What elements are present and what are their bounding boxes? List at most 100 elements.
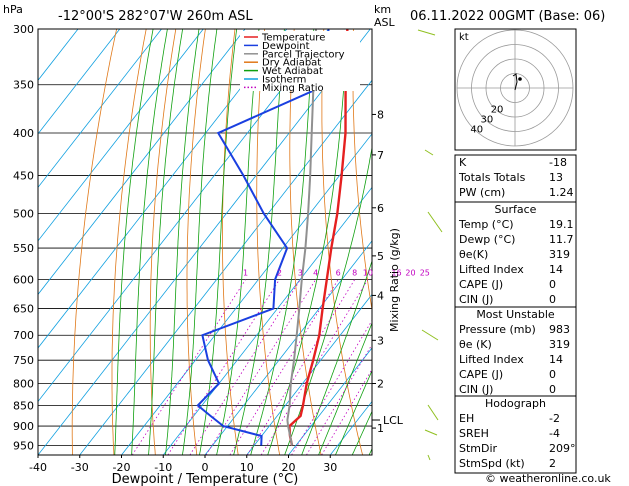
surface-row-value: 19.1 (549, 218, 574, 231)
dry-adiabat-line (256, 29, 281, 455)
isotherm-line (79, 79, 372, 455)
hodograph-table-row-value: 209° (549, 442, 576, 455)
surface-row-label: Temp (°C) (458, 218, 514, 231)
wet-adiabat-line (335, 369, 372, 455)
pressure-tick-label: 700 (13, 329, 34, 342)
most-unstable-row-value: 983 (549, 323, 570, 336)
isotherm-line (38, 29, 162, 189)
dry-adiabat-line (149, 29, 177, 455)
legend-entry: Dewpoint (262, 41, 310, 52)
wet-adiabat-line (182, 29, 218, 455)
temperature-tick-label: 0 (202, 461, 209, 474)
dry-adiabat-line (71, 29, 117, 455)
wind-barb (424, 429, 438, 436)
km-tick-label: 6 (377, 202, 384, 215)
km-label: km (374, 3, 391, 16)
dry-adiabat-line (186, 29, 206, 455)
isotherm-line (162, 186, 372, 455)
mixing-ratio-line (167, 279, 280, 455)
temperature-tick-label: -20 (113, 461, 131, 474)
dry-adiabat-line (352, 29, 372, 312)
most-unstable-row-label: CIN (J) (459, 383, 493, 396)
km-tick-label: 1 (377, 422, 384, 435)
dry-adiabat-line (620, 29, 629, 455)
surface-row-value: 0 (549, 278, 556, 291)
isotherm-line (38, 29, 246, 296)
pressure-tick-label: 550 (13, 242, 34, 255)
pressure-tick-label: 900 (13, 420, 34, 433)
isotherm-line (38, 29, 79, 81)
hodograph-table-row-label: StmDir (459, 442, 498, 455)
index-row-value: -18 (549, 156, 567, 169)
mixing-ratio-line (189, 279, 301, 455)
hodograph-table-row-label: SREH (459, 427, 489, 440)
mixing-ratio-label: 1 (243, 269, 248, 278)
km-tick-label: 3 (377, 334, 384, 347)
legend-entry: Parcel Trajectory (262, 49, 345, 60)
legend-entry: Temperature (261, 33, 325, 44)
legend-background (240, 31, 360, 91)
surface-row-value: 319 (549, 248, 570, 261)
isotherm-line (38, 29, 204, 242)
parcel-trajectory-line (286, 29, 317, 446)
dry-adiabat-line (321, 29, 363, 455)
wet-adiabat-line (250, 29, 315, 455)
mixing-ratio-line (205, 279, 317, 455)
legend-entry: Wet Adiabat (262, 66, 323, 77)
wind-barb (424, 149, 434, 156)
pressure-tick-label: 300 (13, 23, 34, 36)
hodograph-table-row-label: StmSpd (kt) (459, 457, 525, 470)
most-unstable-row-label: Pressure (mb) (459, 323, 536, 336)
temperature-tick-label: 10 (240, 461, 254, 474)
dewpoint-line (196, 29, 330, 446)
mixing-ratio-line (321, 368, 372, 455)
index-row-label: Totals Totals (458, 171, 526, 184)
km-tick-label: 4 (377, 289, 384, 302)
isotherm-line (38, 29, 329, 403)
mixing-ratio-label: 10 (363, 269, 373, 278)
hodograph-trace (512, 73, 518, 91)
index-row-value: 1.24 (549, 186, 574, 199)
wet-adiabat-line (301, 259, 372, 455)
surface-row-value: 11.7 (549, 233, 574, 246)
surface-row-value: 0 (549, 293, 556, 306)
temperature-tick-label: -10 (154, 461, 172, 474)
mixing-ratio-axis-title: Mixing Ratio (g/kg) (388, 228, 401, 332)
location-title: -12°00'S 282°07'W 260m ASL (58, 9, 253, 24)
km-tick-label: 7 (377, 149, 384, 162)
most-unstable-row-value: 319 (549, 338, 570, 351)
isotherm-line (288, 347, 372, 455)
surface-box (454, 201, 577, 310)
isotherm-line (38, 29, 288, 349)
mixing-ratio-label: 2 (277, 269, 282, 278)
wet-adiabat-line (199, 29, 238, 455)
surface-row-label: CIN (J) (459, 293, 493, 306)
dry-adiabat-line (590, 29, 629, 455)
isotherm-line (38, 29, 371, 455)
pressure-tick-label: 950 (13, 440, 34, 453)
dry-adiabat-line (289, 29, 322, 455)
mixing-ratio-label: 16 (391, 269, 401, 278)
wet-adiabat-line (165, 29, 200, 455)
temperature-tick-label: -30 (71, 461, 89, 474)
index-row-label: K (459, 156, 467, 169)
wind-barb (427, 211, 443, 233)
hodograph-ring-label: 40 (470, 125, 483, 136)
km-tick-label: 5 (377, 250, 384, 263)
wet-adiabat-line (318, 321, 372, 455)
mixing-ratio-label: 6 (336, 269, 341, 278)
surface-row-label: θe(K) (459, 248, 488, 261)
x-axis-title: Dewpoint / Temperature (°C) (112, 472, 299, 486)
most-unstable-row-value: 0 (549, 368, 556, 381)
hodograph-table-row-label: EH (459, 412, 474, 425)
temperature-tick-label: 30 (323, 461, 337, 474)
most-unstable-row-value: 14 (549, 353, 563, 366)
surface-row-label: CAPE (J) (459, 278, 503, 291)
km-tick-label: 2 (377, 378, 384, 391)
wet-adiabat-line (267, 29, 349, 455)
mixing-ratio-line (246, 279, 356, 455)
temperature-tick-label: 20 (282, 461, 296, 474)
isotherm-line (38, 29, 121, 135)
mixing-ratio-label: 8 (352, 269, 357, 278)
km-tick-label: 8 (377, 108, 384, 121)
